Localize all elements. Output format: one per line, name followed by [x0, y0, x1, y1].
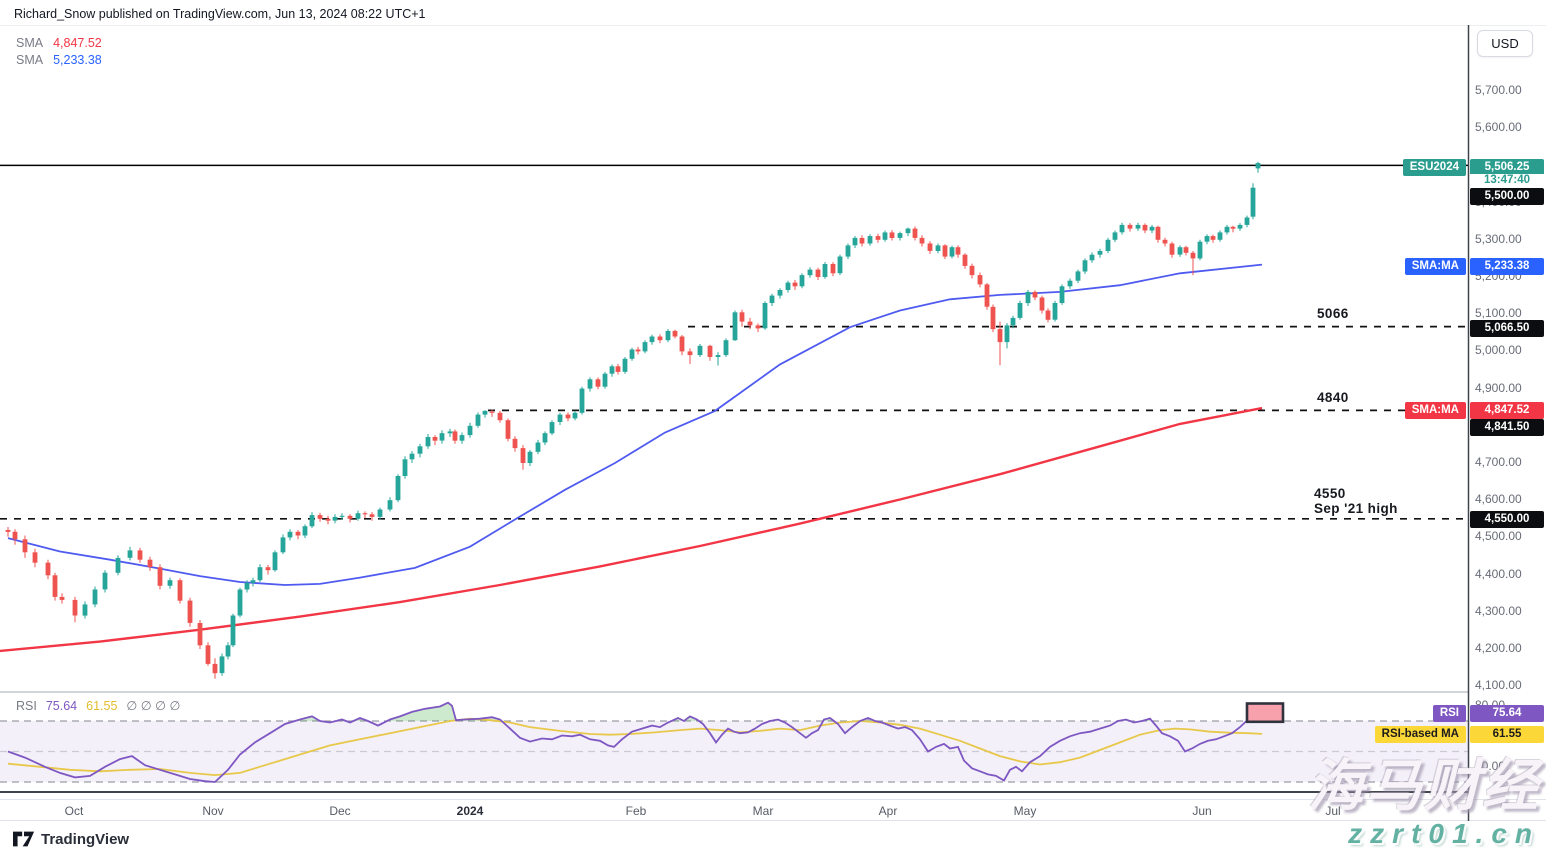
price-tick-label: 5,600.00	[1475, 120, 1522, 135]
price-tick-label: 4,400.00	[1475, 566, 1522, 581]
time-axis-label-oct: Oct	[64, 804, 84, 818]
tradingview-logo-icon	[13, 831, 35, 847]
price-tick-label: 5,100.00	[1475, 306, 1522, 321]
countdown-badge: 13:47:40	[1470, 174, 1544, 187]
legend-sma-red: SMA 4,847.52	[16, 36, 102, 50]
level-badge-5500: 5,500.00	[1470, 187, 1544, 205]
currency-button[interactable]: USD	[1477, 30, 1533, 57]
level-note-4550-line1: 4550	[1314, 486, 1346, 501]
price-tick-label: 4,100.00	[1475, 678, 1522, 693]
sma-blue-side-badge: SMA:MA	[1404, 257, 1466, 275]
tradingview-brand[interactable]: TradingView	[13, 830, 129, 848]
level-badge-4841: 4,841.50	[1470, 418, 1544, 436]
sma-blue-value: 5,233.38	[53, 53, 102, 67]
last-price-badge: 5,506.25	[1470, 159, 1544, 176]
time-axis-label-jun: Jun	[1192, 804, 1212, 818]
level-note-5066: 5066	[1317, 306, 1349, 321]
level-badge-4550: 4,550.00	[1470, 510, 1544, 528]
sma-red-value-badge: 4,847.52	[1470, 401, 1544, 419]
price-tick-label: 5,700.00	[1475, 83, 1522, 97]
rsi-ma-value-badge: 61.55	[1470, 725, 1544, 743]
price-tick-label: 5,000.00	[1475, 343, 1522, 358]
price-tick-label: 4,900.00	[1475, 380, 1522, 395]
price-tick-label: 4,600.00	[1475, 492, 1522, 507]
price-tick-label: 4,500.00	[1475, 529, 1522, 544]
time-axis-label-feb: Feb	[625, 804, 647, 818]
tradingview-brand-text: TradingView	[41, 830, 130, 848]
time-axis-label-may: May	[1013, 804, 1037, 818]
symbol-badge: ESU2024	[1402, 159, 1466, 176]
price-tick-label: 4,200.00	[1475, 641, 1522, 655]
rsi-legend-label: RSI	[16, 699, 37, 713]
rsi-value-badge: 75.64	[1470, 704, 1544, 722]
sma-red-value: 4,847.52	[53, 36, 102, 50]
published-line: Richard_Snow published on TradingView.co…	[14, 7, 426, 21]
sma-label: SMA	[16, 36, 44, 50]
rsi-legend-value: 75.64	[45, 699, 78, 713]
time-axis-label-jul: Jul	[1325, 804, 1341, 818]
time-axis-label-nov: Nov	[202, 804, 224, 818]
time-axis-label-dec: Dec	[329, 804, 351, 818]
price-tick-label: 5,300.00	[1475, 231, 1522, 246]
level-note-4840: 4840	[1317, 390, 1349, 405]
rsi-tick-label: 40.00	[1475, 758, 1506, 773]
level-badge-5066: 5,066.50	[1470, 319, 1544, 337]
sma-blue-value-badge: 5,233.38	[1470, 257, 1544, 275]
time-axis-label-apr: Apr	[878, 804, 898, 818]
sma-red-side-badge: SMA:MA	[1404, 401, 1466, 419]
rsi-legend-ma-value: 61.55	[86, 699, 118, 713]
time-axis-label-2024: 2024	[456, 804, 484, 818]
legend-sma-blue: SMA 5,233.38	[16, 53, 102, 67]
rsi-legend: RSI 75.64 61.55 ∅ ∅ ∅ ∅	[16, 698, 189, 713]
level-note-4550-line2: Sep '21 high	[1314, 501, 1398, 516]
rsi-legend-empties: ∅ ∅ ∅ ∅	[126, 699, 181, 713]
level-note-4550: 4550 Sep '21 high	[1314, 486, 1398, 516]
sma-label: SMA	[16, 53, 44, 67]
rsi-side-badge: RSI	[1432, 704, 1466, 722]
time-axis-label-mar: Mar	[752, 804, 774, 818]
price-tick-label: 4,300.00	[1475, 603, 1522, 618]
price-tick-label: 4,700.00	[1475, 455, 1522, 469]
rsi-ma-side-badge: RSI-based MA	[1374, 725, 1466, 743]
